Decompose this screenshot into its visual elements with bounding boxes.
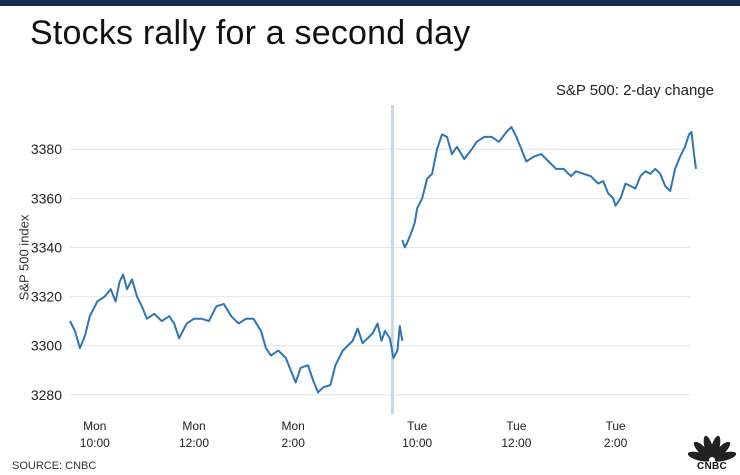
peacock-icon [687,435,737,463]
top-accent-bar [0,0,740,6]
series-line-mon [69,273,404,394]
y-tick-label: 3380 [31,141,62,157]
x-tick-day-label: Tue [605,419,626,433]
logo-text: CNBC [696,461,728,472]
x-tick-day-label: Tue [407,419,428,433]
x-tick-time-label: 2:00 [604,436,628,450]
x-tick-day-label: Tue [506,419,527,433]
x-tick-time-label: 10:00 [80,436,110,450]
x-tick-day-label: Mon [282,419,305,433]
source-note: SOURCE: CNBC [12,460,97,472]
chart-subtitle: S&P 500: 2-day change [555,82,714,99]
chart-title: Stocks rally for a second day [30,14,471,52]
series-line-tue [401,126,697,249]
x-tick-day-label: Mon [83,419,106,433]
y-tick-label: 3280 [31,387,62,403]
x-tick-time-label: 12:00 [179,436,209,450]
x-tick-day-label: Mon [182,419,205,433]
y-tick-label: 3300 [31,338,62,354]
y-tick-label: 3340 [31,239,62,255]
y-tick-label: 3320 [31,289,62,305]
y-tick-label: 3360 [31,190,62,206]
x-tick-time-label: 2:00 [282,436,306,450]
x-tick-time-label: 10:00 [402,436,432,450]
cnbc-logo: CNBC [687,432,737,472]
x-tick-time-label: 12:00 [501,436,531,450]
